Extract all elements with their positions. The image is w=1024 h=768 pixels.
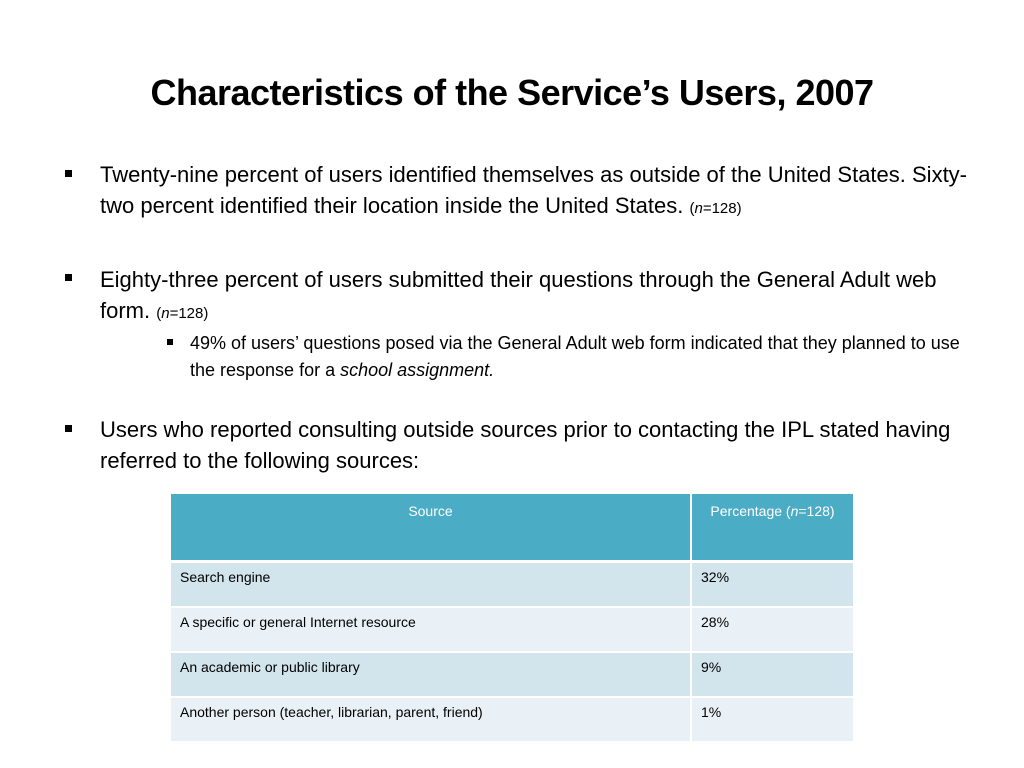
table-row: Search engine 32% [171,561,853,608]
bullet-text: Users who reported consulting outside so… [100,417,951,473]
bullet-item-locations: Twenty-nine percent of users identified … [100,159,970,224]
sub-bullet-text: 49% of users’ questions posed via the Ge… [190,333,960,380]
source-cell: A specific or general Internet resource [171,607,692,653]
bullet-text: Twenty-nine percent of users identified … [100,162,968,218]
sample-size-note: (n=128) [156,305,209,322]
percentage-cell: 28% [691,607,853,653]
slide-title: Characteristics of the Service’s Users, … [150,72,874,113]
source-cell: An academic or public library [171,652,692,698]
bullet-text: Eighty-three percent of users submitted … [100,267,937,323]
square-bullet-icon [65,170,72,177]
header-percentage: Percentage (n=128) [691,494,853,563]
table-row: Another person (teacher, librarian, pare… [171,697,853,743]
percentage-cell: 1% [691,697,853,743]
percentage-cell: 32% [691,561,853,608]
source-cell: Another person (teacher, librarian, pare… [171,697,692,743]
emphasis-text: school assignment. [340,360,495,380]
square-bullet-icon [167,339,173,345]
bullet-item-outside-sources: Users who reported consulting outside so… [100,414,970,476]
square-bullet-icon [65,274,72,281]
sample-size-note: (n=128) [689,200,742,217]
header-source: Source [171,494,692,563]
table-row: An academic or public library 9% [171,652,853,698]
sources-table: Source Percentage (n=128) Search engine … [171,494,853,743]
source-cell: Search engine [171,561,692,608]
percentage-cell: 9% [691,652,853,698]
bullet-item-web-form: Eighty-three percent of users submitted … [100,264,970,329]
table-header-row: Source Percentage (n=128) [171,494,853,563]
table-row: A specific or general Internet resource … [171,607,853,653]
square-bullet-icon [65,425,72,432]
sub-bullet-school-assignment: 49% of users’ questions posed via the Ge… [190,330,970,384]
